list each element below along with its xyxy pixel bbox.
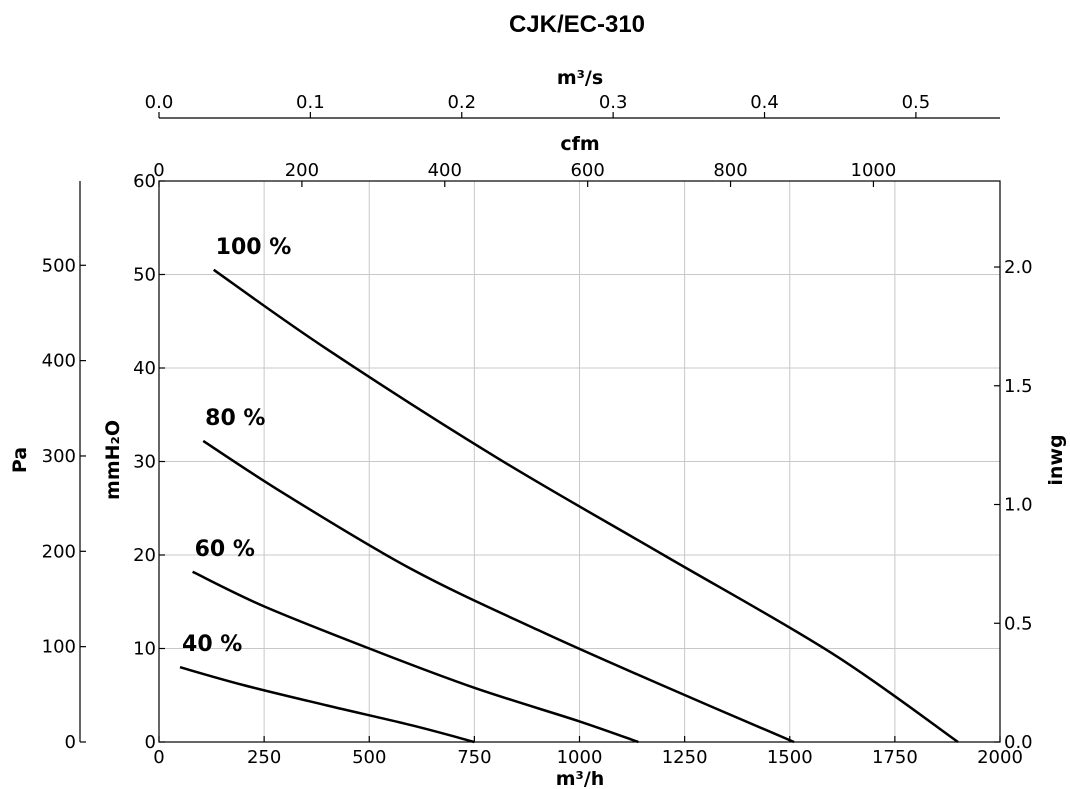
m3s-tick-label: 0.1 (296, 92, 325, 113)
x-tick-label: 250 (247, 747, 281, 768)
y-tick-label-mmh2o: 40 (133, 358, 156, 379)
x-axis-label-cfm: cfm (560, 133, 599, 155)
x-tick-label: 1750 (872, 747, 918, 768)
inwg-tick-label: 1.0 (1004, 495, 1033, 516)
y-tick-label-mmh2o: 20 (133, 545, 156, 566)
cfm-tick-label: 400 (428, 160, 462, 181)
y-axis-label-inwg: inwg (1045, 434, 1067, 485)
curve-label-80-percent: 80 % (205, 406, 265, 431)
axis-ticks: 0 250 500 750 1000 1250 1500 1750 20000102030405… (42, 92, 1033, 768)
pa-tick-label: 0 (65, 732, 76, 753)
m3s-tick-label: 0.5 (902, 92, 931, 113)
y-tick-label-mmh2o: 0 (145, 732, 156, 753)
y-tick-label-mmh2o: 50 (133, 265, 156, 286)
x-tick-label: 1000 (557, 747, 603, 768)
cfm-tick-label: 200 (285, 160, 319, 181)
pa-tick-label: 100 (42, 637, 76, 658)
x-tick-label: 500 (352, 747, 386, 768)
cfm-tick-label: 1000 (851, 160, 897, 181)
inwg-tick-label: 0.5 (1004, 613, 1033, 634)
x-tick-label: 1500 (767, 747, 813, 768)
y-tick-label-mmh2o: 30 (133, 452, 156, 473)
x-tick-label: 1250 (662, 747, 708, 768)
m3s-tick-label: 0.2 (447, 92, 476, 113)
x-tick-label: 750 (457, 747, 491, 768)
pa-tick-label: 300 (42, 446, 76, 467)
inwg-tick-label: 0.0 (1004, 732, 1033, 753)
inwg-tick-label: 1.5 (1004, 376, 1033, 397)
x-axis-label-m3h: m³/h (556, 768, 605, 789)
y-axis-label-mmh2o: mmH₂O (102, 420, 124, 500)
cfm-tick-label: 800 (713, 160, 747, 181)
curves: 100 % 80 % 60 % 40 % (180, 235, 958, 742)
inwg-tick-label: 2.0 (1004, 257, 1033, 278)
curve-label-60-percent: 60 % (195, 537, 255, 562)
chart-title: CJK/EC-310 (509, 11, 645, 38)
m3s-tick-label: 0.3 (599, 92, 628, 113)
x-axis-label-m3s: m³/s (557, 67, 603, 89)
y-axis-label-pa: Pa (9, 447, 31, 473)
curve-100-percent (214, 270, 958, 742)
curve-60-percent (193, 572, 639, 742)
pa-tick-label: 200 (42, 541, 76, 562)
y-tick-label-mmh2o: 10 (133, 639, 156, 660)
grid-lines (159, 181, 1000, 742)
curve-label-40-percent: 40 % (182, 632, 242, 657)
curve-40-percent (180, 667, 474, 742)
pa-tick-label: 400 (42, 351, 76, 372)
cfm-tick-label: 0 (153, 160, 164, 181)
pa-tick-label: 500 (42, 255, 76, 276)
m3s-tick-label: 0.0 (145, 92, 174, 113)
curve-label-100-percent: 100 % (216, 235, 292, 260)
m3s-tick-label: 0.4 (750, 92, 779, 113)
cfm-tick-label: 600 (570, 160, 604, 181)
